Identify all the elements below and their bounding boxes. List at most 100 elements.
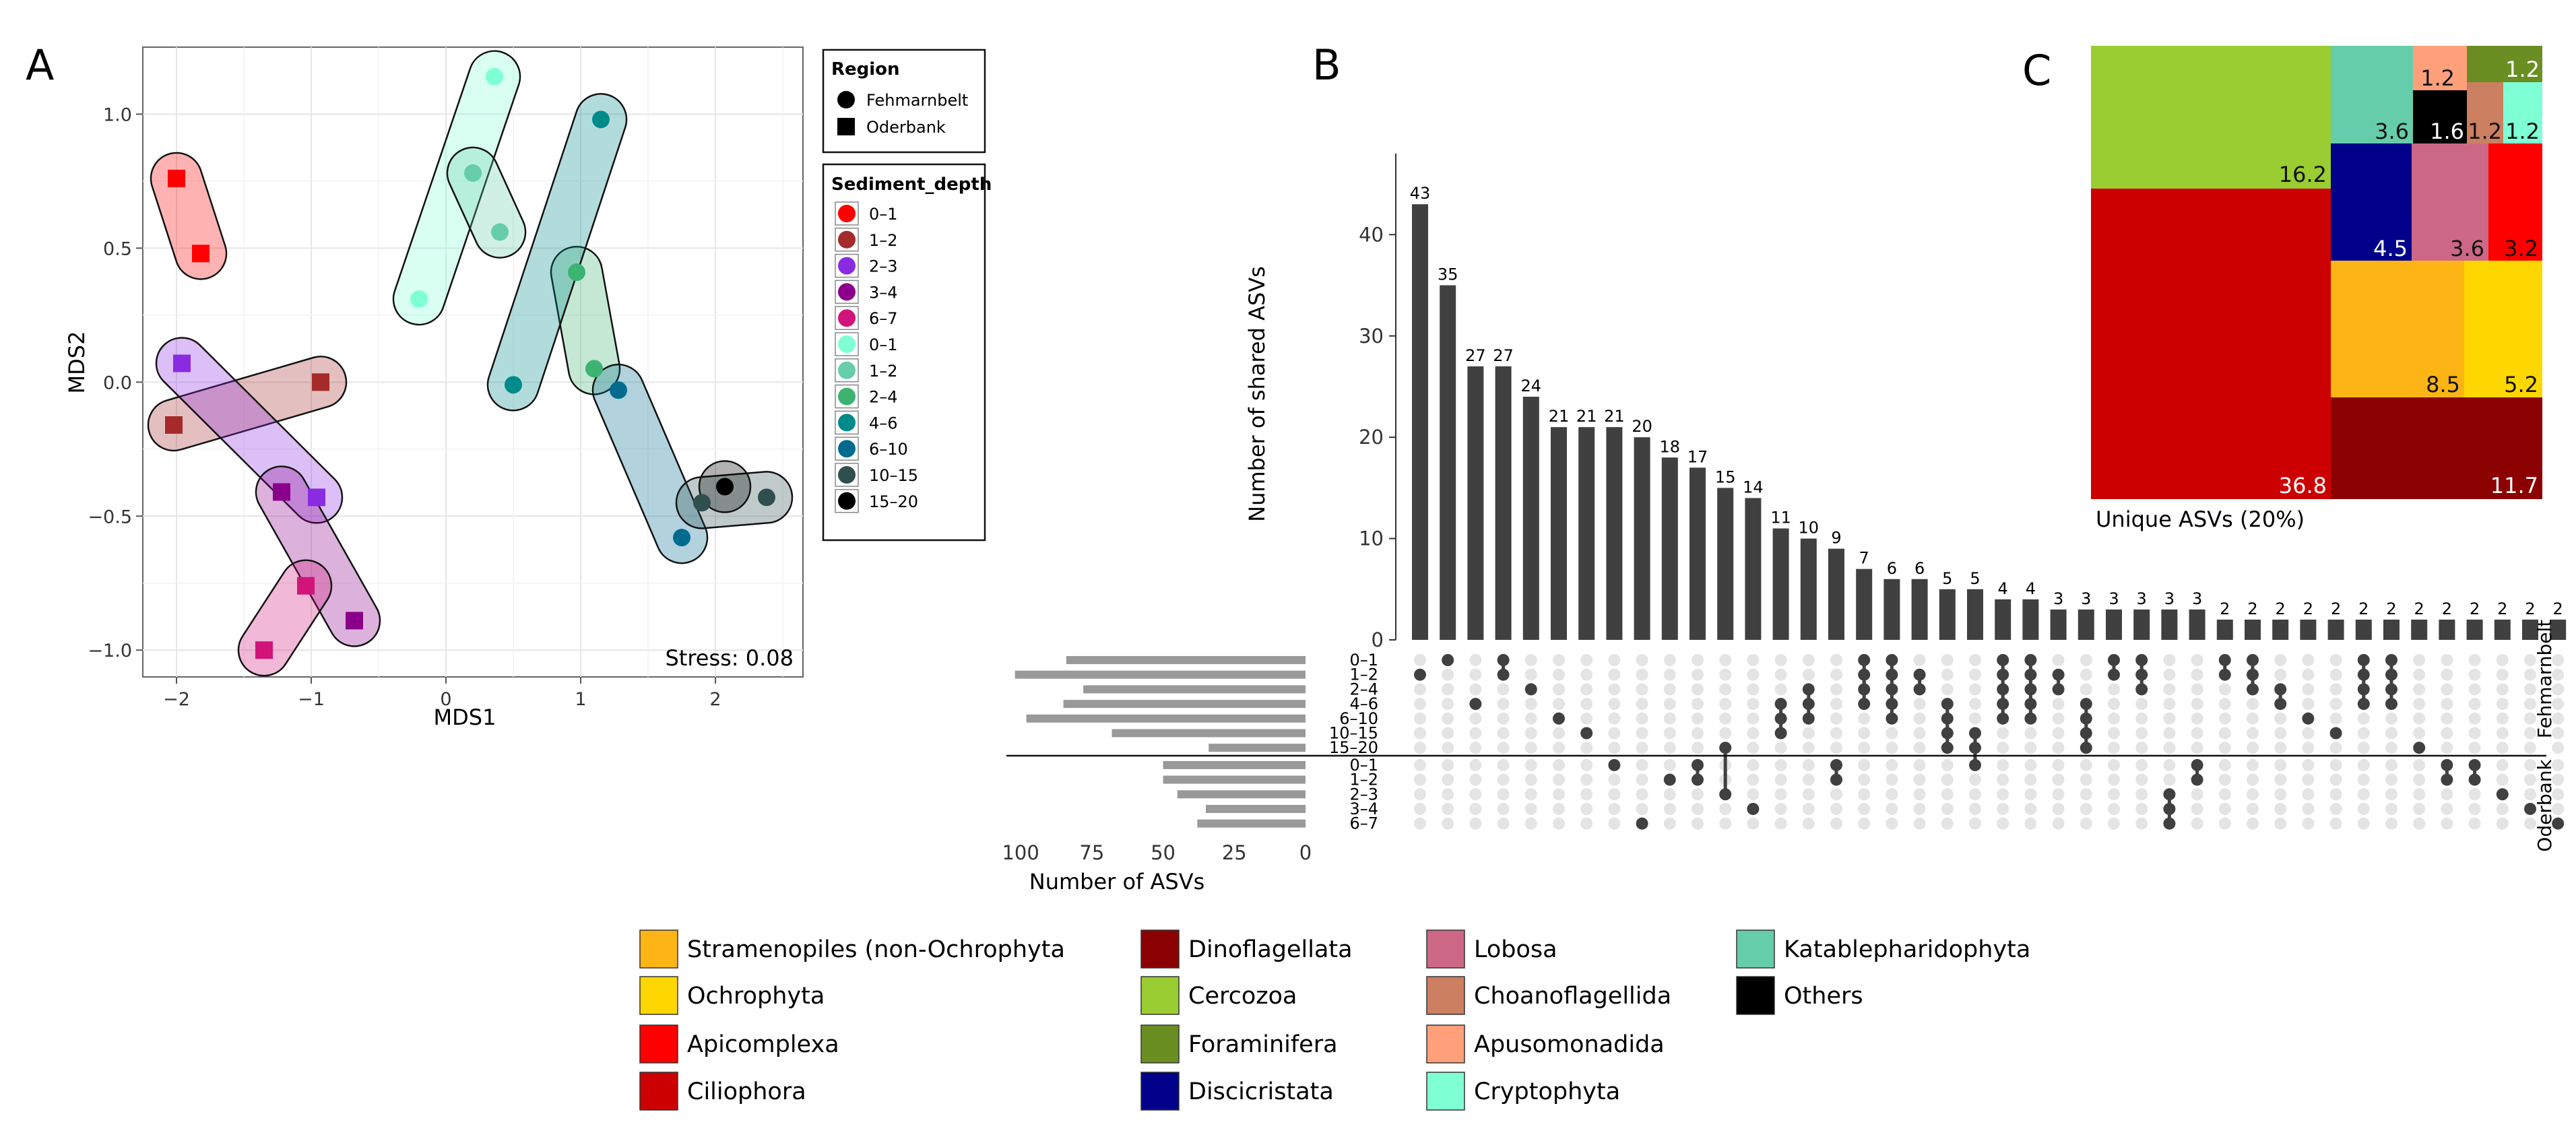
nmds-point-fehmarnbelt [464,164,482,182]
nmds-x-tick-label: 2 [709,689,721,710]
upset-dot-inactive [1524,712,1537,725]
upset-dot-inactive [1802,773,1815,786]
upset-dot-inactive [1414,654,1426,666]
upset-dot-inactive [1469,817,1482,830]
upset-dot-inactive [2357,817,2370,830]
upset-dot-inactive [1969,654,1981,666]
upset-dot-inactive [1524,758,1537,771]
upset-dot-inactive [1747,817,1760,830]
upset-dot-inactive [2468,654,2481,666]
upset-dot-inactive [2385,788,2397,801]
upset-dot-inactive [2080,758,2092,771]
upset-dot-inactive [2247,712,2259,725]
upset-dot-inactive [2218,698,2231,711]
taxon-legend-swatch [639,1072,678,1111]
upset-dot-inactive [1580,773,1593,786]
upset-dot-inactive [1442,727,1454,740]
depth-legend-swatch [838,230,856,249]
upset-dot-inactive [2413,727,2426,740]
taxon-legend-label: Katablepharidophyta [1784,936,2030,963]
depth-legend-swatch [838,414,856,432]
upset-bar-label: 3 [2053,589,2063,608]
upset-dot-inactive [2329,773,2342,786]
upset-dot-inactive [1524,742,1537,754]
upset-dot-inactive [1997,742,2009,754]
set-size-bar [1015,670,1306,679]
upset-dot-active [1608,758,1621,771]
upset-dot-inactive [1636,668,1648,681]
set-label: 1–2 [1349,665,1378,684]
upset-bar [2327,619,2344,640]
upset-bar-label: 21 [1604,407,1625,426]
upset-dot-inactive [2385,742,2397,754]
nmds-hull [675,471,794,529]
depth-legend-label: 10–15 [869,466,918,485]
stress-label: Stress: 0.08 [665,645,794,671]
upset-dot-inactive [2329,654,2342,666]
upset-dot-inactive [2135,817,2148,830]
upset-dot-inactive [1913,698,1926,711]
upset-bar [2466,619,2483,640]
upset-dot-inactive [2329,803,2342,815]
upset-dot-inactive [2052,803,2065,815]
upset-dot-inactive [1719,654,1732,666]
upset-dot-inactive [1997,803,2009,815]
taxon-legend-swatch [639,976,678,1015]
upset-dot-inactive [2108,758,2120,771]
upset-bar [2522,619,2538,640]
upset-dot-inactive [2108,788,2120,801]
upset-dot-inactive [1442,788,1454,801]
upset-dot-inactive [2024,742,2037,754]
upset-bar [1828,548,1844,640]
upset-dot-inactive [1774,654,1787,666]
upset-dot-inactive [2552,758,2565,771]
upset-dot-inactive [2191,788,2203,801]
upset-dot-inactive [2302,803,2315,815]
depth-legend-swatch [838,205,856,222]
upset-dot-inactive [2274,788,2287,801]
upset-dot-inactive [2080,803,2092,815]
upset-dot-inactive [1497,698,1510,711]
upset-dot-inactive [1969,683,1981,696]
upset-dot-inactive [1969,712,1981,725]
upset-dot-inactive [1442,773,1454,786]
upset-dot-inactive [1469,773,1482,786]
upset-dot-inactive [1997,817,2009,830]
upset-bar [2439,619,2455,640]
upset-dot-inactive [1802,803,1815,815]
depth-legend-label: 6–10 [869,440,908,459]
upset-dot-inactive [1469,712,1482,725]
upset-dot-inactive [2163,727,2176,740]
treemap-tile-ochrophyta [2464,261,2542,397]
depth-legend-swatch [838,387,856,405]
upset-dot-inactive [2302,817,2315,830]
upset-dot-inactive [2247,727,2259,740]
upset-bar [1634,437,1650,640]
upset-dot-inactive [2496,712,2509,725]
taxon-legend-label: Lobosa [1474,936,1557,963]
upset-dot-inactive [2247,803,2259,815]
set-size-bar [1112,729,1306,738]
upset-bar [2161,609,2178,640]
upset-dot-inactive [2552,668,2565,681]
upset-dot-inactive [1469,788,1482,801]
upset-dot-inactive [1941,773,1954,786]
upset-y-tick-label: 40 [1359,223,1384,246]
nmds-y-tick-label: −0.5 [88,507,132,527]
upset-dot-inactive [2524,654,2536,666]
upset-dot-inactive [1692,742,1704,754]
upset-dot-inactive [2413,698,2426,711]
upset-dot-inactive [2357,758,2370,771]
treemap-value-stramenopiles: 8.5 [2426,372,2460,397]
upset-dot-inactive [1692,668,1704,681]
upset-dot-inactive [2080,683,2092,696]
legend-circle-icon [837,91,855,108]
nmds-plot-frame [142,46,804,678]
upset-dot-inactive [1692,788,1704,801]
upset-dot-inactive [2524,758,2536,771]
upset-bar-label: 3 [2081,589,2091,608]
treemap-tile-discicristata [2331,143,2412,261]
taxon-legend-label: Ciliophora [687,1078,806,1105]
upset-dot-inactive [1997,758,2009,771]
taxon-legend-swatch [1426,1024,1465,1064]
